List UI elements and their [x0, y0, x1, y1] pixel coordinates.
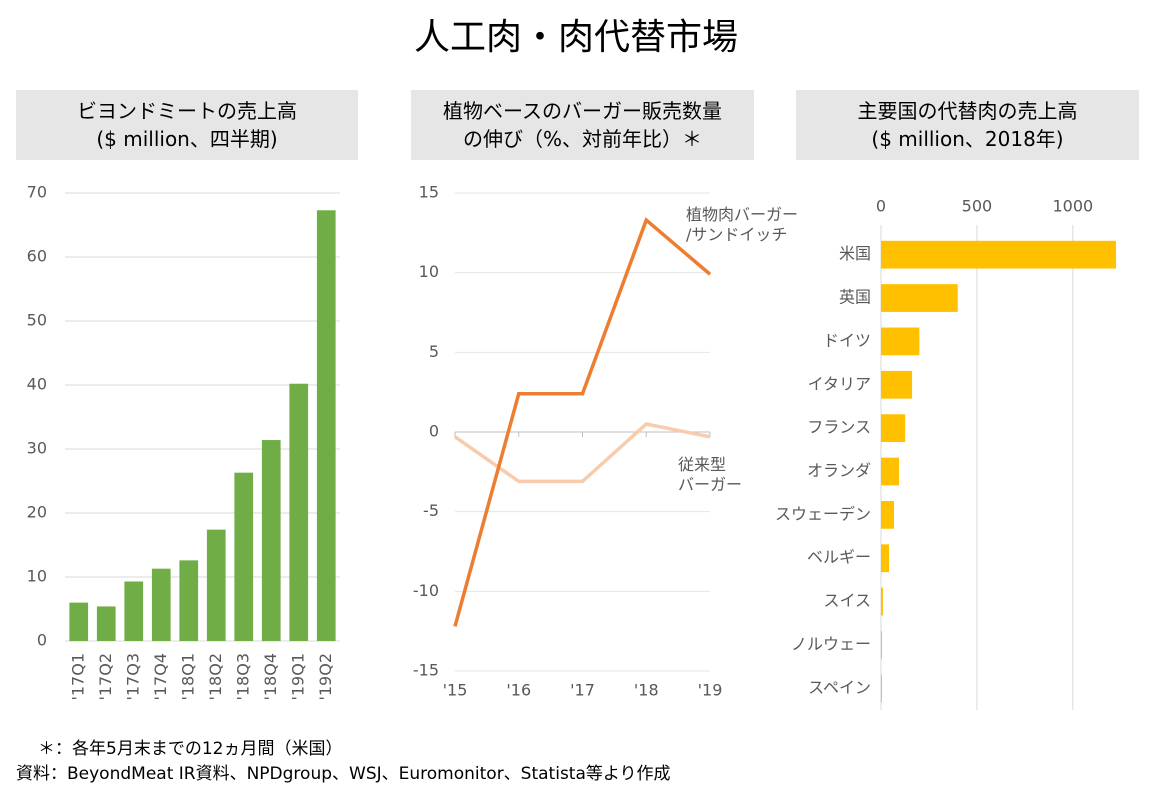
y-tick-label: -15	[413, 661, 439, 680]
bar	[881, 500, 895, 529]
page-title: 人工肉・肉代替市場	[413, 17, 738, 58]
y-tick-label: オランダ	[807, 461, 871, 480]
x-tick-label: '18Q4	[261, 653, 280, 701]
bar	[289, 383, 309, 641]
bar	[881, 587, 883, 616]
bar	[881, 327, 920, 356]
chart-title: 主要国の代替肉の売上高 ($ million、2018年)	[796, 90, 1139, 160]
x-tick-label: '17Q3	[123, 653, 142, 701]
y-tick-label: 15	[419, 183, 439, 202]
y-tick-label: 30	[27, 439, 47, 458]
x-tick-label: '19	[698, 681, 723, 700]
bar	[179, 560, 199, 641]
x-tick-label: '18	[634, 681, 659, 700]
bar	[151, 568, 171, 641]
bar	[881, 370, 913, 399]
bar	[234, 472, 254, 641]
chart-title: 植物ベースのバーガー販売数量 の伸び（%、対前年比）＊	[411, 90, 754, 160]
source-note: 資料：BeyondMeat IR資料、NPDgroup、WSJ、Euromoni…	[16, 764, 671, 784]
y-tick-label: スペイン	[808, 678, 871, 697]
y-tick-label: イタリア	[808, 374, 871, 393]
y-tick-label: 20	[27, 503, 47, 522]
chart-title: ビヨンドミートの売上高 ($ million、四半期)	[16, 90, 358, 160]
x-tick-label: '17	[570, 681, 595, 700]
x-tick-label: '17Q4	[151, 653, 170, 701]
y-tick-label: 10	[419, 262, 439, 281]
y-tick-label: 10	[27, 567, 47, 586]
y-tick-label: 70	[27, 183, 47, 202]
bar	[881, 457, 900, 486]
series-label: 従来型 バーガー	[678, 455, 743, 494]
x-tick-label: '18Q3	[233, 653, 252, 701]
y-tick-label: スイス	[823, 591, 871, 610]
x-tick-label: 500	[962, 197, 993, 216]
bar	[881, 544, 890, 573]
x-tick-label: '15	[443, 681, 468, 700]
series-line	[453, 217, 712, 627]
y-tick-label: 50	[27, 311, 47, 330]
y-tick-label: 英国	[839, 288, 871, 307]
y-tick-label: 40	[27, 375, 47, 394]
y-tick-label: -10	[413, 581, 439, 600]
bar	[124, 581, 144, 641]
y-tick-label: スウェーデン	[775, 504, 871, 523]
footnote: ＊：各年5月末までの12ヵ月間（米国）	[38, 739, 343, 759]
y-tick-label: 0	[37, 631, 47, 650]
bar	[881, 240, 1117, 269]
x-tick-label: '18Q1	[178, 653, 197, 701]
y-tick-label: 米国	[839, 244, 871, 263]
y-tick-label: 0	[429, 422, 439, 441]
x-tick-label: '16	[506, 681, 531, 700]
series-label: 植物肉バーガー /サンドイッチ	[686, 205, 799, 244]
bar	[261, 440, 281, 641]
x-tick-label: '19Q1	[288, 653, 307, 701]
y-tick-label: ノルウェー	[791, 634, 871, 653]
bar	[881, 674, 882, 703]
x-tick-label: '18Q2	[206, 653, 225, 701]
y-tick-label: フランス	[807, 418, 871, 437]
bar	[881, 414, 906, 443]
bar	[881, 284, 958, 312]
bar	[96, 606, 116, 641]
x-tick-label: 0	[876, 197, 886, 216]
y-tick-label: ドイツ	[823, 331, 871, 350]
x-tick-label: '17Q2	[96, 653, 115, 701]
bar	[69, 602, 89, 641]
y-tick-label: -5	[423, 501, 439, 520]
x-tick-label: '17Q1	[68, 653, 87, 701]
x-tick-label: '19Q2	[316, 653, 335, 701]
bar	[881, 631, 882, 659]
y-tick-label: ベルギー	[807, 548, 871, 567]
bar	[206, 529, 226, 641]
bar	[316, 210, 336, 641]
y-tick-label: 60	[27, 247, 47, 266]
x-tick-label: 1000	[1052, 197, 1093, 216]
y-tick-label: 5	[429, 342, 439, 361]
